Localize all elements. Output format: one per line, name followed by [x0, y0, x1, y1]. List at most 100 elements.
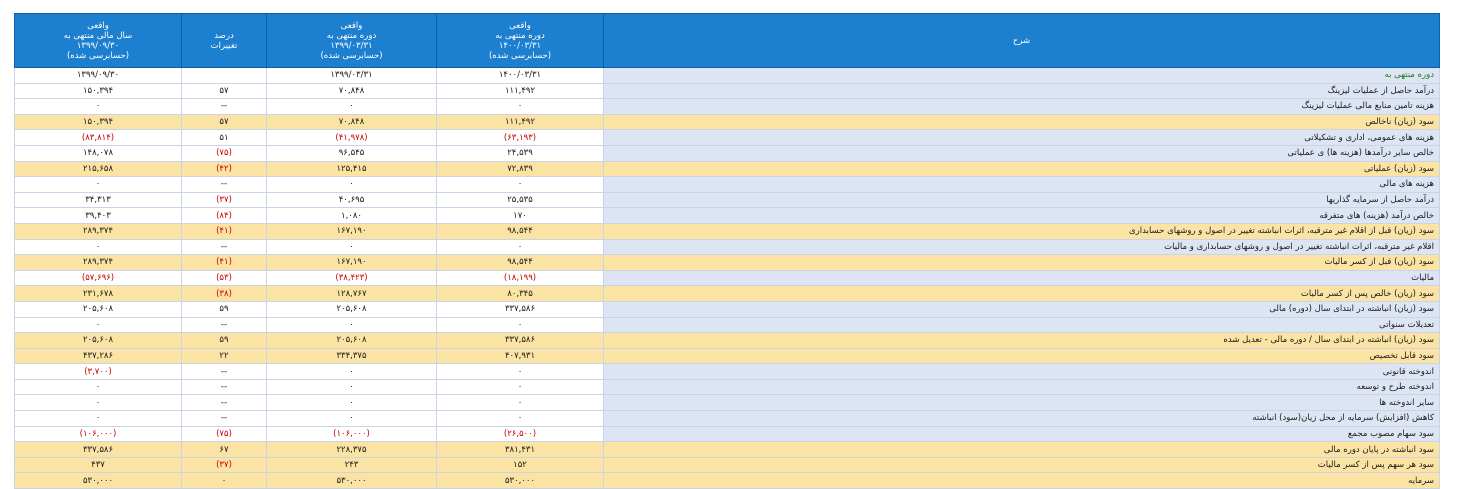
change-percent: ۵۹: [181, 300, 267, 318]
table-row: مالیات (۱۸,۱۹۹) (۳۸,۴۲۳) (۵۳) (۵۷,۶۹۶): [14, 269, 1440, 287]
financial-statement-container: شرح واقعی دوره منتهی به ۱۴۰۰/۰۳/۳۱ (حساب…: [14, 13, 1440, 489]
value-1400-03-31: ۱۴۰۰/۰۳/۳۱: [436, 67, 604, 84]
row-label: سود (زیان) انباشته در ابتدای سال (دوره) …: [603, 300, 1440, 318]
value-1399-03-31: ۲۰۵,۶۰۸: [266, 332, 437, 349]
row-label: درآمد حاصل از عملیات لیزینگ: [603, 82, 1440, 100]
table-row: اندوخته قانونی ۰ ۰ -- (۳,۷۰۰): [14, 363, 1440, 380]
header-period-1400: واقعی دوره منتهی به ۱۴۰۰/۰۳/۳۱ (حسابرسی …: [436, 13, 604, 68]
value-1399-09-30: ۱۵۰,۳۹۴: [14, 113, 182, 131]
value-1400-03-31: (۲۶,۵۰۰): [436, 425, 604, 443]
header-description: شرح: [603, 13, 1440, 68]
row-label: اندوخته طرح و توسعه: [603, 378, 1440, 396]
value-1400-03-31: ۵۳۰,۰۰۰: [436, 472, 604, 489]
value-1399-09-30: ۰: [14, 394, 182, 412]
change-percent: --: [181, 238, 267, 256]
value-1399-03-31: ۴۰,۶۹۵: [266, 191, 437, 209]
value-1399-03-31: ۰: [266, 410, 437, 427]
table-row: تعدیلات سنواتی ۰ ۰ -- ۰: [14, 316, 1440, 334]
table-row: درآمد حاصل از عملیات لیزینگ ۱۱۱,۴۹۲ ۷۰,۸۴۸…: [14, 82, 1440, 100]
change-percent: --: [181, 176, 267, 193]
value-1400-03-31: ۰: [436, 238, 604, 256]
value-1399-03-31: ۰: [266, 316, 437, 334]
value-1399-03-31: (۱۰۶,۰۰۰): [266, 425, 437, 443]
change-percent: --: [181, 363, 267, 380]
value-1399-03-31: ۱۳۹۹/۰۳/۳۱: [266, 67, 437, 84]
value-1399-09-30: ۲۰۵,۶۰۸: [14, 300, 182, 318]
change-percent: (۳۸): [181, 285, 267, 302]
value-1400-03-31: ۰: [436, 410, 604, 427]
value-1400-03-31: (۱۸,۱۹۹): [436, 269, 604, 287]
table-row: هزینه های مالی ۰ ۰ -- ۰: [14, 176, 1440, 193]
value-1400-03-31: ۱۱۱,۴۹۲: [436, 113, 604, 131]
value-1399-03-31: (۳۸,۴۲۳): [266, 269, 437, 287]
change-percent: --: [181, 410, 267, 427]
row-label: سود (زیان) عملیاتی: [603, 160, 1440, 178]
value-1399-03-31: ۰: [266, 363, 437, 380]
value-1400-03-31: ۸۰,۳۴۵: [436, 285, 604, 302]
row-label: خالص درآمد (هزینه) های متفرقه: [603, 207, 1440, 224]
change-percent: (۷۵): [181, 425, 267, 443]
row-label: خالص سایر درآمدها (هزینه ها) ی عملیاتی: [603, 144, 1440, 162]
value-1400-03-31: ۲۵,۵۳۵: [436, 191, 604, 209]
change-percent: ۶۷: [181, 441, 267, 458]
value-1400-03-31: ۰: [436, 378, 604, 396]
value-1399-09-30: ۰: [14, 238, 182, 256]
value-1399-09-30: ۰: [14, 176, 182, 193]
change-percent: [181, 67, 267, 84]
value-1399-03-31: ۷۰,۸۴۸: [266, 82, 437, 100]
row-label: سود (زیان) قبل از کسر مالیات: [603, 254, 1440, 271]
value-1399-09-30: ۳۴,۳۱۳: [14, 191, 182, 209]
row-label: هزینه های عمومی، اداری و تشکیلاتی: [603, 129, 1440, 146]
table-body: دوره منتهی به ۱۴۰۰/۰۳/۳۱ ۱۳۹۹/۰۳/۳۱ ۱۳۹۹/۰۹…: [14, 67, 1440, 489]
change-percent: (۵۳): [181, 269, 267, 287]
value-1399-03-31: ۰: [266, 378, 437, 396]
table-row: سود (زیان) ناخالص ۱۱۱,۴۹۲ ۷۰,۸۴۸ ۵۷ ۱۵۰,۳۹۴: [14, 113, 1440, 131]
table-row: سود قابل تخصیص ۴۰۷,۹۳۱ ۳۳۴,۳۷۵ ۲۲ ۴۳۷,۲۸۶: [14, 347, 1440, 365]
value-1399-03-31: ۲۰۵,۶۰۸: [266, 300, 437, 318]
value-1400-03-31: ۹۸,۵۴۴: [436, 222, 604, 240]
change-percent: ۵۷: [181, 113, 267, 131]
change-percent: --: [181, 378, 267, 396]
change-percent: ۰: [181, 472, 267, 489]
value-1399-09-30: ۴۳۷: [14, 456, 182, 474]
table-row: کاهش (افزایش) سرمایه از محل زیان(سود) ان…: [14, 410, 1440, 427]
row-label: دوره منتهی به: [603, 67, 1440, 84]
value-1399-09-30: ۱۵۰,۳۹۴: [14, 82, 182, 100]
value-1400-03-31: ۱۱۱,۴۹۲: [436, 82, 604, 100]
value-1399-03-31: ۵۳۰,۰۰۰: [266, 472, 437, 489]
value-1399-03-31: ۹۶,۵۴۵: [266, 144, 437, 162]
row-label: تعدیلات سنواتی: [603, 316, 1440, 334]
change-percent: --: [181, 394, 267, 412]
row-label: سود قابل تخصیص: [603, 347, 1440, 365]
value-1399-03-31: ۰: [266, 238, 437, 256]
change-percent: ۵۹: [181, 332, 267, 349]
value-1400-03-31: ۰: [436, 363, 604, 380]
change-percent: (۳۷): [181, 191, 267, 209]
value-1399-09-30: ۲۳۱,۶۷۸: [14, 285, 182, 302]
change-percent: (۴۲): [181, 160, 267, 178]
value-1400-03-31: ۳۳۷,۵۸۶: [436, 332, 604, 349]
table-row: سود (زیان) قبل از کسر مالیات ۹۸,۵۴۴ ۱۶۷,۱۹…: [14, 254, 1440, 271]
row-label: اندوخته قانونی: [603, 363, 1440, 380]
row-label: سرمایه: [603, 472, 1440, 489]
change-percent: (۷۵): [181, 144, 267, 162]
value-1400-03-31: ۱۷۰: [436, 207, 604, 224]
change-percent: --: [181, 316, 267, 334]
row-label: اقلام غیر مترقبه، اثرات انباشته تغییر در…: [603, 238, 1440, 256]
change-percent: (۸۴): [181, 207, 267, 224]
table-row: سود سهام مصوب مجمع (۲۶,۵۰۰) (۱۰۶,۰۰۰) (۷۵)(…: [14, 425, 1440, 443]
change-percent: ۵۷: [181, 82, 267, 100]
table-row: خالص درآمد (هزینه) های متفرقه ۱۷۰ ۱,۰۸۰ (۸۴…: [14, 207, 1440, 224]
value-1399-03-31: ۰: [266, 98, 437, 115]
value-1400-03-31: ۰: [436, 98, 604, 115]
row-label: هزینه های مالی: [603, 176, 1440, 193]
value-1399-09-30: ۲۱۵,۶۵۸: [14, 160, 182, 178]
value-1400-03-31: ۰: [436, 176, 604, 193]
row-label: سود (زیان) خالص پس از کسر مالیات: [603, 285, 1440, 302]
value-1399-03-31: ۱,۰۸۰: [266, 207, 437, 224]
value-1399-03-31: ۲۴۳: [266, 456, 437, 474]
value-1399-03-31: ۰: [266, 394, 437, 412]
table-row: سایر اندوخته ها ۰ ۰ -- ۰: [14, 394, 1440, 412]
value-1400-03-31: ۳۳۷,۵۸۶: [436, 300, 604, 318]
value-1399-09-30: (۳,۷۰۰): [14, 363, 182, 380]
